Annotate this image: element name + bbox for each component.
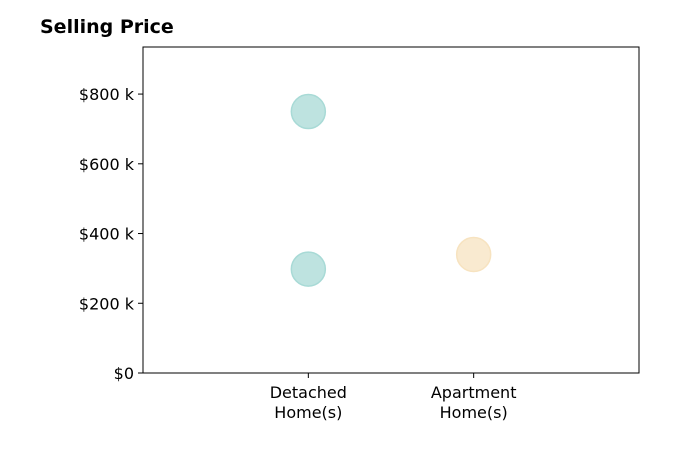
axes-layer: $0$200 k$400 k$600 k$800 kDetachedHome(s… (79, 46, 640, 422)
x-tick-label: Detached (270, 383, 347, 402)
scatter-point (290, 93, 327, 130)
x-tick-label: Home(s) (440, 403, 508, 422)
y-tick-label: $600 k (79, 155, 135, 174)
y-tick-label: $0 (114, 364, 134, 383)
y-tick-label: $800 k (79, 85, 135, 104)
scatter-point (455, 236, 492, 273)
plot-frame (142, 46, 640, 374)
y-tick-label: $400 k (79, 225, 135, 244)
marks-layer (290, 93, 492, 287)
scatter-point (290, 251, 327, 287)
chart-title: Selling Price (40, 16, 174, 38)
y-tick-label: $200 k (79, 294, 135, 313)
x-tick-label: Apartment (431, 383, 517, 402)
x-tick-label: Home(s) (274, 403, 342, 422)
